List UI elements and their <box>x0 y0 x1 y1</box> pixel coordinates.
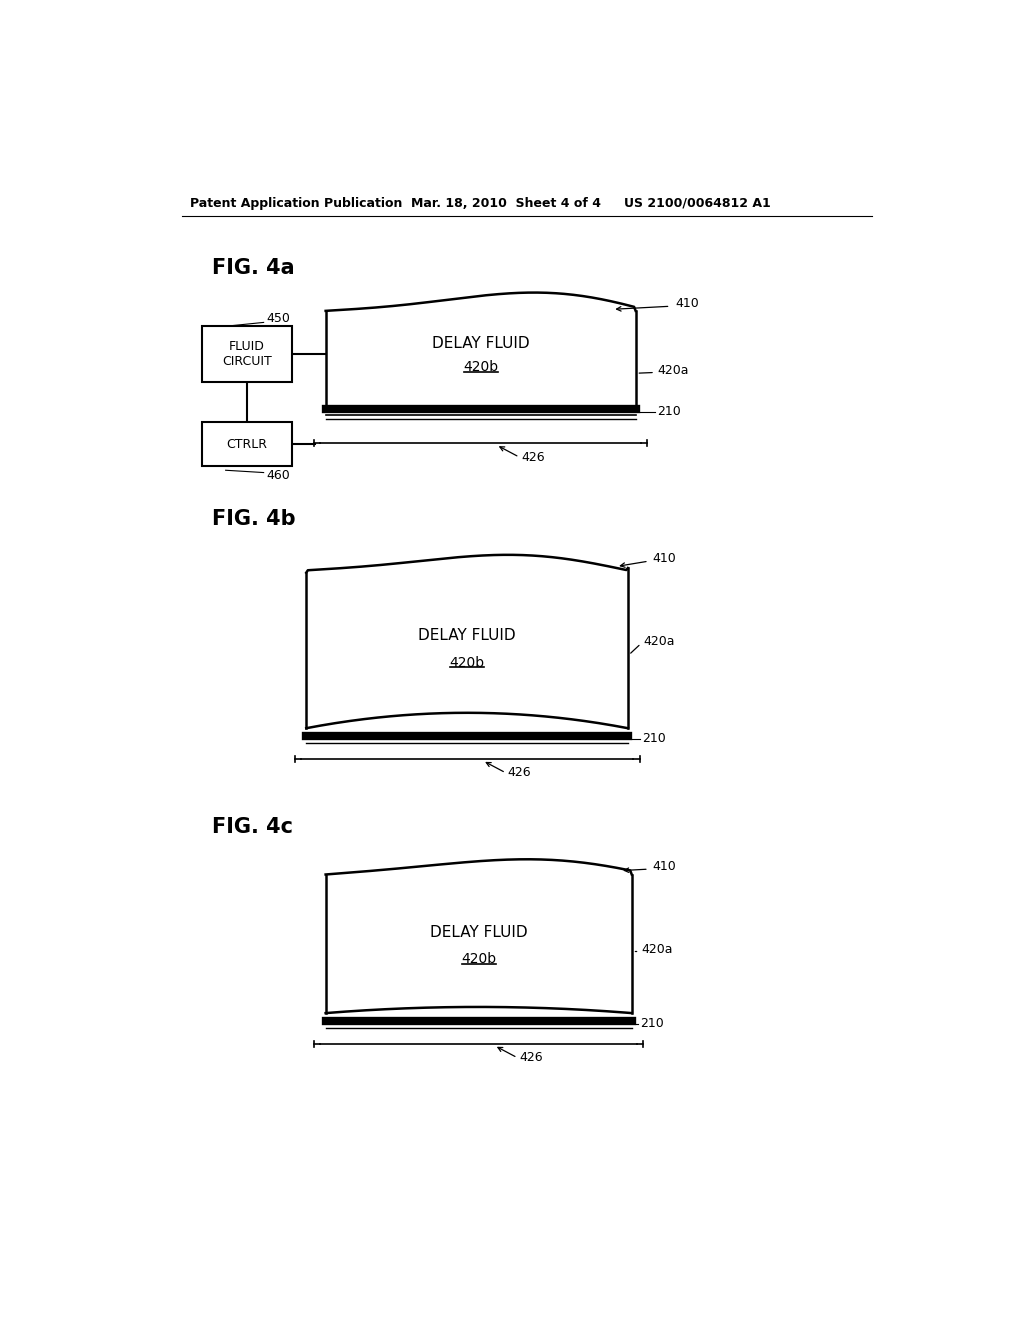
Text: 426: 426 <box>507 767 531 779</box>
Text: CTRLR: CTRLR <box>226 437 267 450</box>
Text: DELAY FLUID: DELAY FLUID <box>418 628 516 643</box>
Text: Mar. 18, 2010  Sheet 4 of 4: Mar. 18, 2010 Sheet 4 of 4 <box>411 197 601 210</box>
Text: 426: 426 <box>521 450 545 463</box>
Text: 210: 210 <box>657 405 681 418</box>
Bar <box>203 326 292 381</box>
Text: US 2100/0064812 A1: US 2100/0064812 A1 <box>624 197 771 210</box>
Text: 420b: 420b <box>463 360 499 374</box>
Text: FIG. 4a: FIG. 4a <box>212 259 294 279</box>
Text: DELAY FLUID: DELAY FLUID <box>432 337 529 351</box>
Text: FLUID
CIRCUIT: FLUID CIRCUIT <box>222 341 271 368</box>
Text: 426: 426 <box>519 1051 543 1064</box>
Text: Patent Application Publication: Patent Application Publication <box>190 197 402 210</box>
Text: 420a: 420a <box>642 944 674 957</box>
Text: 210: 210 <box>640 1018 664 1031</box>
Text: 420a: 420a <box>657 363 689 376</box>
Text: 420a: 420a <box>643 635 675 648</box>
Text: 210: 210 <box>642 733 666 746</box>
Text: 410: 410 <box>652 861 676 874</box>
Text: FIG. 4c: FIG. 4c <box>212 817 293 837</box>
Bar <box>203 422 292 466</box>
Text: 410: 410 <box>652 552 676 565</box>
Text: 420b: 420b <box>461 952 497 966</box>
Text: 460: 460 <box>266 469 290 482</box>
Text: 450: 450 <box>266 312 290 325</box>
Text: 410: 410 <box>675 297 699 310</box>
Text: DELAY FLUID: DELAY FLUID <box>430 925 527 940</box>
Text: 420b: 420b <box>450 656 484 669</box>
Text: FIG. 4b: FIG. 4b <box>212 508 295 529</box>
